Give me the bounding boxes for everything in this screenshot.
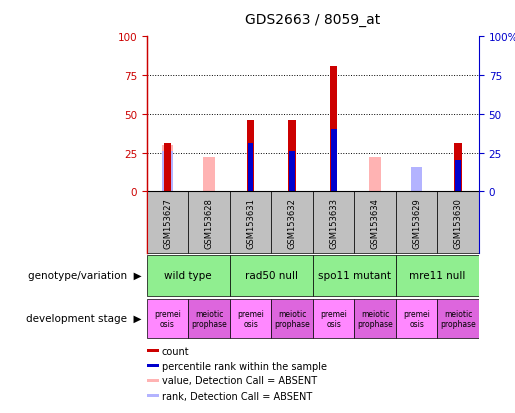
Bar [271,192,313,254]
Bar [354,192,396,254]
Text: spo11 mutant: spo11 mutant [318,271,391,281]
Text: GSM153628: GSM153628 [204,197,214,248]
Text: GSM153633: GSM153633 [329,197,338,248]
Bar [162,145,174,192]
Bar [411,167,422,192]
Bar [247,121,254,192]
Text: development stage  ▶: development stage ▶ [26,314,142,324]
Bar [230,299,271,338]
Bar [188,192,230,254]
Bar [289,152,295,192]
Bar [147,365,159,367]
Text: wild type: wild type [164,271,212,281]
Bar [248,144,253,192]
Bar [147,394,159,397]
Bar [396,192,437,254]
Bar [313,192,354,254]
Text: premei
osis: premei osis [320,309,347,328]
Text: GSM153627: GSM153627 [163,197,172,248]
Bar [437,299,479,338]
Bar [162,152,174,192]
Bar [437,192,479,254]
Text: GSM153629: GSM153629 [412,197,421,248]
Text: meiotic
prophase: meiotic prophase [191,309,227,328]
Text: mre11 null: mre11 null [409,271,466,281]
Bar [396,299,437,338]
Bar [288,121,296,192]
Bar [411,175,422,192]
Text: genotype/variation  ▶: genotype/variation ▶ [28,271,142,281]
Bar [369,158,381,192]
Bar [147,349,159,352]
Bar [147,379,159,382]
Text: value, Detection Call = ABSENT: value, Detection Call = ABSENT [162,375,317,385]
Text: meiotic
prophase: meiotic prophase [274,309,310,328]
Bar [230,192,271,254]
Text: premei
osis: premei osis [403,309,430,328]
Bar [313,256,396,296]
Text: premei
osis: premei osis [154,309,181,328]
Text: premei
osis: premei osis [237,309,264,328]
Bar [396,256,479,296]
Bar [330,66,337,192]
Bar [188,299,230,338]
Bar [147,299,188,338]
Text: GSM153630: GSM153630 [454,197,462,248]
Bar [271,299,313,338]
Text: meiotic
prophase: meiotic prophase [440,309,476,328]
Bar [331,130,336,192]
Bar [147,256,230,296]
Text: count: count [162,346,190,356]
Bar [455,161,461,192]
Text: rad50 null: rad50 null [245,271,298,281]
Bar [313,299,354,338]
Text: rank, Detection Call = ABSENT: rank, Detection Call = ABSENT [162,391,312,401]
Bar [230,256,313,296]
Bar [454,144,462,192]
Text: GSM153631: GSM153631 [246,197,255,248]
Bar [147,192,188,254]
Text: GSM153632: GSM153632 [287,197,297,248]
Text: GSM153634: GSM153634 [371,197,380,248]
Bar [203,158,215,192]
Text: percentile rank within the sample: percentile rank within the sample [162,361,327,371]
Text: GDS2663 / 8059_at: GDS2663 / 8059_at [245,13,381,27]
Bar [164,144,171,192]
Text: meiotic
prophase: meiotic prophase [357,309,393,328]
Bar [354,299,396,338]
